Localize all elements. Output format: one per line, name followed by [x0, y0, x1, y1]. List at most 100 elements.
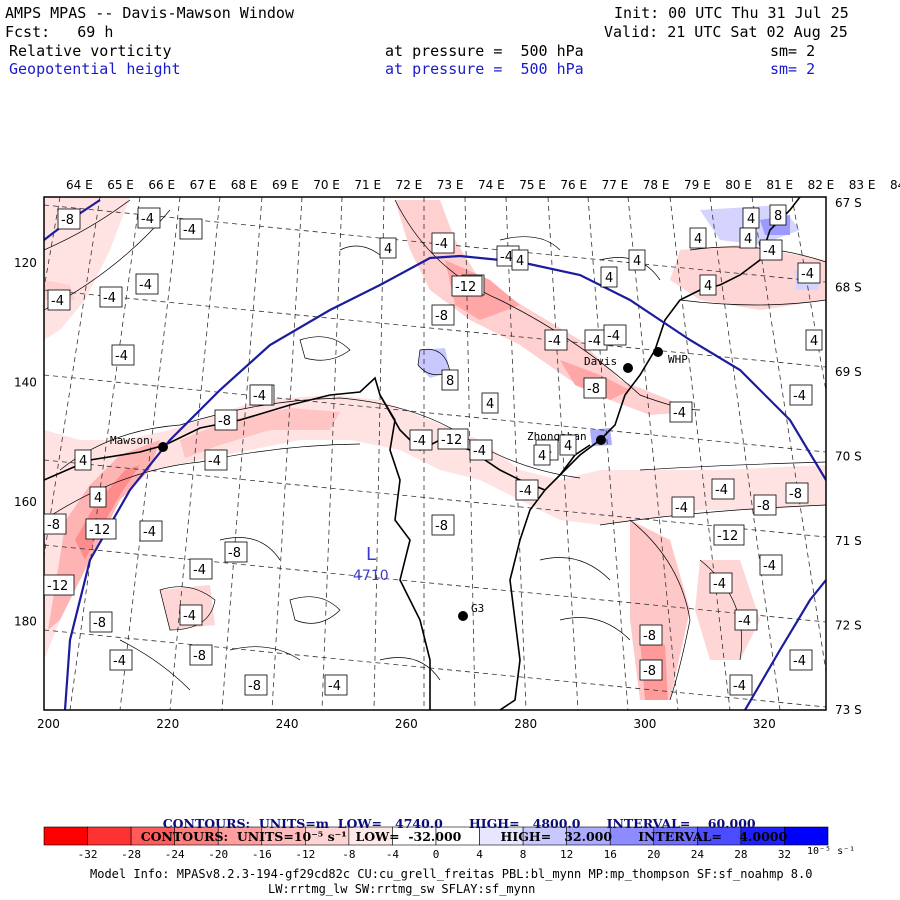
svg-text:-4: -4 [519, 484, 532, 499]
contour-label: -4 [544, 329, 568, 351]
lat-label: 71 S [835, 534, 862, 548]
contour-info-1-high: HIGH= 4800.0 [468, 816, 581, 831]
contour-info-2-interval: INTERVAL= 4.0000 [638, 829, 788, 844]
map-title: AMPS MPAS -- Davis-Mawson Window [5, 4, 294, 22]
svg-text:-8: -8 [61, 213, 74, 228]
svg-text:4: 4 [810, 334, 818, 349]
lon-label: 64 E [66, 178, 93, 192]
lat-label: 67 S [835, 196, 862, 210]
mawson-station-marker [158, 442, 168, 452]
contour-labels: -8-4-4-4-4-4-8-4-4-4-8-8-12-4-4-4-4-8-4-… [43, 204, 823, 696]
svg-text:4: 4 [633, 254, 641, 269]
contour-label: -4 [759, 554, 783, 576]
contour-info-1-low: LOW= 4740.0 [337, 816, 443, 831]
svg-text:-8: -8 [193, 649, 206, 664]
svg-text:4: 4 [384, 242, 392, 257]
contour-label: -4 [669, 401, 693, 423]
map-frame [43, 196, 827, 711]
svg-text:-4: -4 [548, 334, 561, 349]
colorbar-tick: -8 [342, 848, 355, 861]
contour-label: -4 [789, 384, 813, 406]
contour-label: 4 [511, 249, 529, 271]
contour-label: -4 [584, 329, 608, 351]
colorbar-tick: -24 [165, 848, 185, 861]
colorbar-tick: 8 [520, 848, 527, 861]
svg-text:-8: -8 [643, 664, 656, 679]
contour-label: 4 [689, 227, 707, 249]
lon-label: 80 E [725, 178, 752, 192]
contour-label: -4 [431, 232, 455, 254]
contour-label: -8 [753, 494, 777, 516]
svg-text:-4: -4 [500, 250, 513, 265]
lon-label: 78 E [643, 178, 670, 192]
y-axis-label: 140 [14, 376, 37, 390]
station-label-mawson: Mawson [110, 434, 150, 447]
field1-smoothing: sm= 2 [770, 42, 816, 60]
contour-label: -4 [711, 478, 735, 500]
svg-text:-8: -8 [228, 546, 241, 561]
svg-text:-4: -4 [51, 294, 64, 309]
svg-text:-8: -8 [93, 616, 106, 631]
svg-text:-8: -8 [435, 309, 448, 324]
svg-text:-12: -12 [47, 579, 68, 594]
y-axis-label: 180 [14, 615, 37, 629]
low-marker-value: 4710 [353, 568, 389, 584]
whp-station-marker [653, 347, 663, 357]
svg-text:8: 8 [774, 209, 782, 224]
svg-text:-4: -4 [713, 577, 726, 592]
contour-label: -8 [244, 674, 268, 696]
svg-text:-4: -4 [193, 563, 206, 578]
svg-text:-4: -4 [763, 244, 776, 259]
contour-label: -8 [57, 208, 81, 230]
svg-text:-4: -4 [183, 223, 196, 238]
colorbar-tick: 12 [560, 848, 573, 861]
contour-label: -4 [759, 239, 783, 261]
svg-text:-4: -4 [733, 679, 746, 694]
vorticity-contours [44, 199, 826, 701]
colorbar-segment [784, 826, 829, 846]
svg-text:8: 8 [446, 374, 454, 389]
lon-label: 79 E [684, 178, 711, 192]
svg-text:-4: -4 [473, 444, 486, 459]
lat-gridlines [44, 197, 826, 708]
contour-label: -12 [451, 275, 483, 297]
lon-label: 65 E [107, 178, 134, 192]
contour-label: -4 [671, 496, 695, 518]
svg-text:-4: -4 [793, 654, 806, 669]
contour-label: -8 [639, 624, 663, 646]
svg-text:-8: -8 [789, 487, 802, 502]
field1-level: at pressure = 500 hPa [385, 42, 584, 60]
station-label-davis: Davis [584, 355, 617, 368]
contour-label: 8 [441, 369, 459, 391]
contour-label: 4 [739, 227, 757, 249]
svg-text:-12: -12 [89, 523, 110, 538]
contour-label: -4 [204, 449, 228, 471]
lon-label: 75 E [519, 178, 546, 192]
svg-text:-4: -4 [715, 483, 728, 498]
contour-label: -4 [249, 384, 273, 406]
svg-text:4: 4 [564, 439, 572, 454]
svg-text:4: 4 [694, 232, 702, 247]
contour-label: 4 [89, 486, 107, 508]
contour-info-2-label: CONTOURS: [140, 829, 229, 844]
x-axis-label: 200 [37, 717, 60, 731]
contour-label: -4 [189, 558, 213, 580]
model-info-physics: LW:rrtmg_lw SW:rrtmg_sw SFLAY:sf_mynn [268, 882, 536, 896]
height-contour-info: CONTOURS: UNITS=m LOW= 4740.0 HIGH= 4800… [154, 798, 756, 832]
contour-label: 4 [699, 274, 717, 296]
colorbar-tick: -4 [386, 848, 400, 861]
contour-label: 4 [559, 434, 577, 456]
svg-text:-8: -8 [757, 499, 770, 514]
contour-label: -12 [437, 428, 469, 450]
colorbar-tick: 20 [647, 848, 660, 861]
svg-text:-4: -4 [253, 389, 266, 404]
lon-label: 68 E [231, 178, 258, 192]
lon-label: 81 E [766, 178, 793, 192]
svg-text:-4: -4 [675, 501, 688, 516]
contour-label: 4 [379, 237, 397, 259]
forecast-hour: Fcst: 69 h [5, 23, 114, 41]
svg-text:-4: -4 [113, 654, 126, 669]
contour-label: 4 [628, 249, 646, 271]
lon-label: 67 E [190, 178, 217, 192]
